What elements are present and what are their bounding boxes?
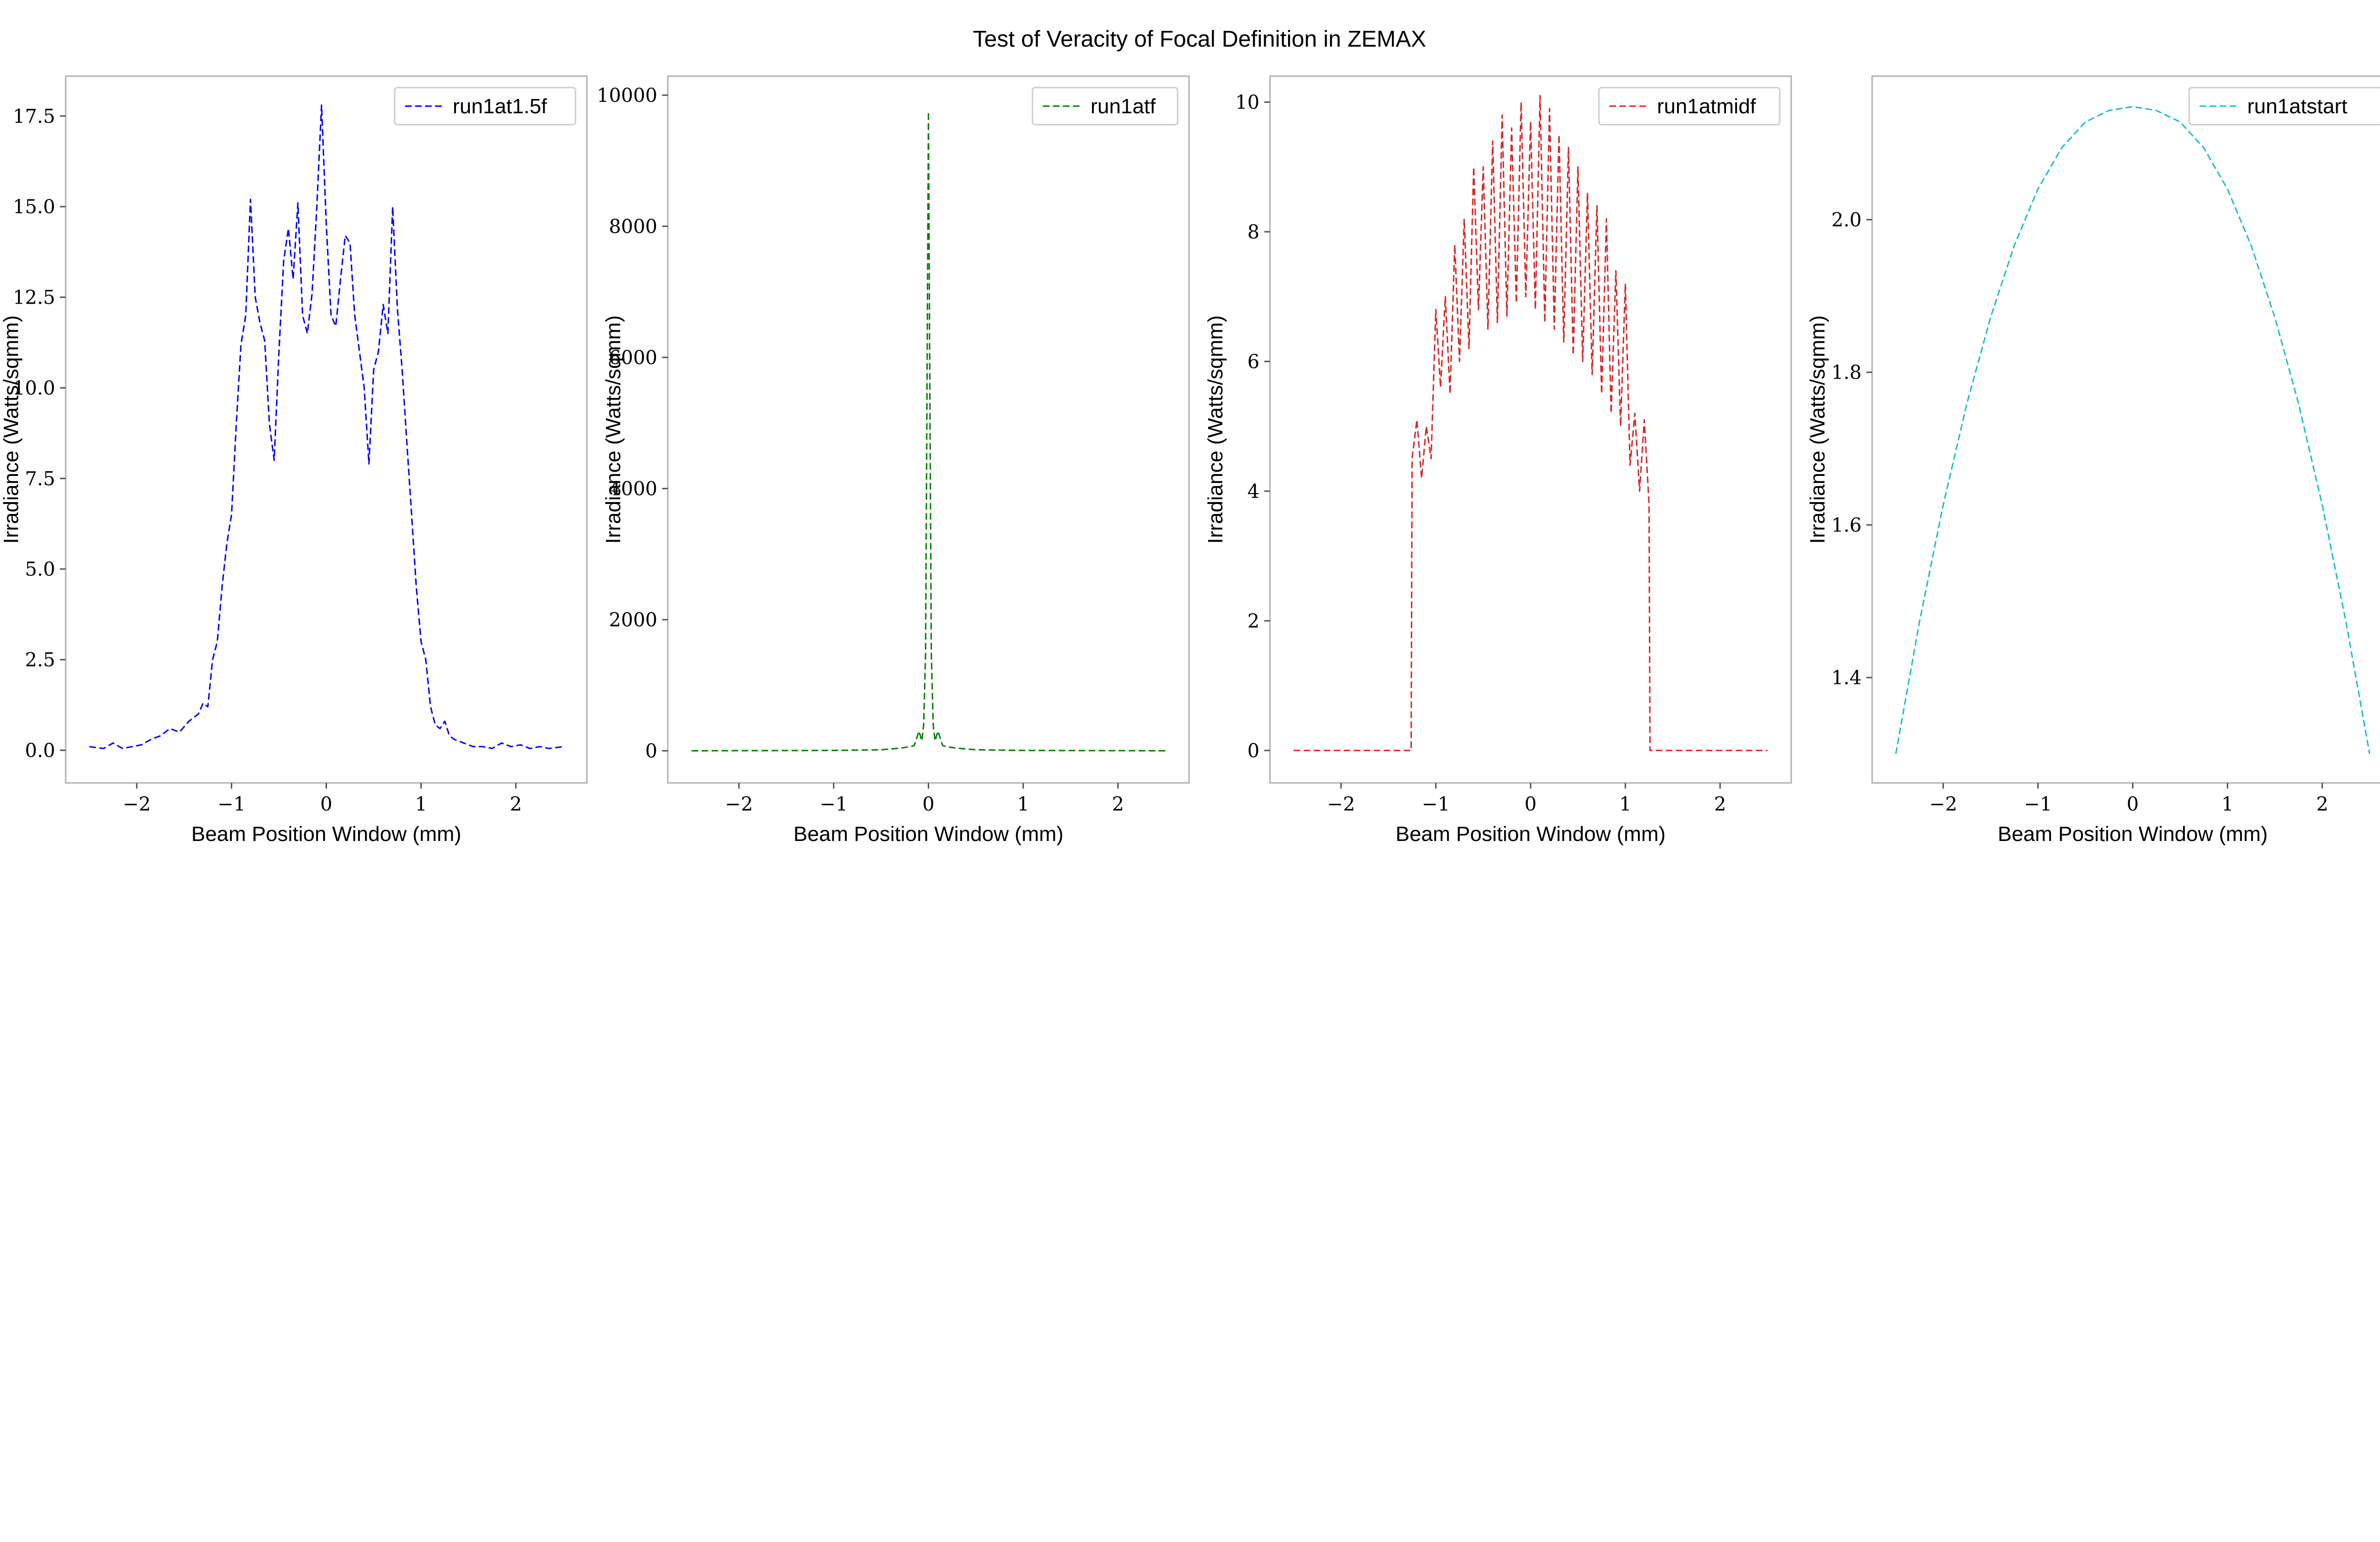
y-tick-label: 1.8 (1831, 362, 1862, 384)
x-tick-label: 0 (922, 793, 934, 815)
x-axis-label: Beam Position Window (mm) (793, 822, 1063, 846)
x-tick-label: 0 (1525, 793, 1537, 815)
x-axis-label: Beam Position Window (mm) (1998, 822, 2268, 846)
x-axis-label: Beam Position Window (mm) (191, 822, 461, 846)
x-tick-label: −2 (1929, 793, 1957, 815)
subplot-4: −2 −1 0 1 2 1.4 1.6 1.8 2.0 Beam Position Window … (1806, 75, 2380, 846)
y-axis-label: Irradiance (Watts/sqmm) (602, 315, 625, 544)
y-tick-label: 12.5 (13, 287, 55, 309)
y-tick-label: 8 (1248, 221, 1259, 243)
y-tick-label: 8000 (609, 216, 657, 237)
y-tick-label: 0 (645, 741, 657, 762)
y-tick-label: 5.0 (25, 559, 55, 581)
x-tick-label: −2 (1327, 793, 1355, 815)
legend: run1atstart (2188, 87, 2380, 126)
x-tick-label: 2 (1714, 793, 1726, 815)
legend-label: run1atmidf (1657, 95, 1756, 118)
y-tick-label: 10000 (597, 85, 657, 107)
series-line-run1at1.5f (89, 104, 564, 750)
y-tick-label: 10 (1235, 91, 1259, 113)
x-tick-label: 1 (1619, 793, 1631, 815)
y-tick-label: 6 (1248, 351, 1259, 373)
figure-title: Test of Veracity of Focal Definition in … (973, 27, 1426, 52)
legend-label: run1atstart (2247, 95, 2347, 118)
legend-box (2188, 87, 2380, 126)
legend: run1atmidf (1598, 87, 1781, 126)
x-tick-label: 1 (415, 793, 427, 815)
subplot-3: −2 −1 0 1 2 0 2 4 6 8 10 Beam Position Window (mm) I… (1204, 75, 1792, 846)
subplot-1: −2 −1 0 1 2 0.0 2.5 5.0 7.5 10.0 12.5 15.0 17.5 Beam … (0, 75, 588, 846)
y-tick-label: 17.5 (13, 106, 55, 128)
y-tick-label: 1.4 (1831, 667, 1862, 689)
x-tick-label: 2 (1112, 793, 1124, 815)
y-axis-label: Irradiance (Watts/sqmm) (0, 315, 23, 544)
legend-box (1598, 87, 1781, 126)
x-tick-label: −1 (2024, 793, 2052, 815)
y-tick-label: 2 (1248, 610, 1259, 632)
x-tick-label: −1 (1422, 793, 1450, 815)
x-tick-label: −2 (123, 793, 151, 815)
series-line-run1atmidf (1293, 95, 1768, 751)
x-tick-label: −2 (725, 793, 753, 815)
y-tick-label: 2.5 (25, 649, 55, 671)
y-tick-label: 7.5 (25, 468, 55, 490)
y-tick-label: 2.0 (1831, 209, 1862, 231)
y-tick-label: 1.6 (1831, 514, 1862, 536)
y-tick-label: 2000 (609, 609, 657, 631)
x-tick-label: 1 (2221, 793, 2233, 815)
x-tick-label: 2 (510, 793, 522, 815)
y-tick-label: 4 (1248, 481, 1259, 503)
x-tick-label: 2 (2316, 793, 2328, 815)
x-axis-label: Beam Position Window (mm) (1396, 822, 1666, 846)
x-tick-label: −1 (820, 793, 848, 815)
y-tick-label: 0.0 (25, 740, 55, 761)
y-tick-label: 10.0 (13, 377, 55, 399)
y-tick-label: 15.0 (13, 196, 55, 218)
y-axis-label: Irradiance (Watts/sqmm) (1204, 315, 1227, 544)
y-tick-label: 0 (1248, 740, 1259, 762)
y-tick-label: 4000 (609, 478, 657, 500)
legend-box (394, 87, 576, 126)
x-tick-label: −1 (218, 793, 246, 815)
subplot-2: −2 −1 0 1 2 0 2000 4000 6000 8000 10000 Beam Positi… (597, 75, 1190, 846)
x-tick-label: 1 (1017, 793, 1029, 815)
legend-box (1031, 87, 1179, 126)
y-tick-label: 6000 (609, 347, 657, 369)
legend: run1atf (1031, 87, 1179, 126)
legend: run1at1.5f (394, 87, 576, 126)
legend-label: run1at1.5f (453, 95, 547, 118)
x-tick-label: 0 (2127, 793, 2139, 815)
legend-label: run1atf (1091, 95, 1156, 118)
series-line-run1atf (691, 110, 1166, 751)
x-tick-label: 0 (320, 793, 332, 815)
y-axis-label: Irradiance (Watts/sqmm) (1806, 315, 1829, 544)
